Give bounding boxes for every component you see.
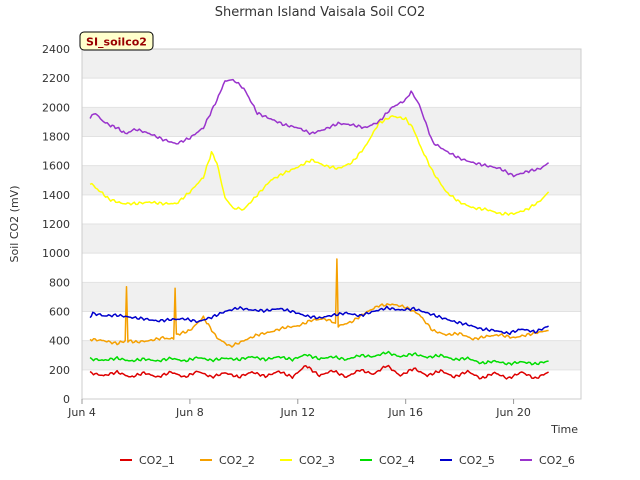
y-tick-label: 1800 (42, 131, 70, 144)
grid-band (82, 340, 581, 370)
legend-label: CO2_2 (219, 454, 255, 467)
x-tick-label: Jun 16 (387, 406, 423, 419)
series-line-co2-1 (89, 364, 549, 380)
y-tick-label: 1600 (42, 160, 70, 173)
grid-bands (82, 49, 581, 370)
y-tick-label: 2400 (42, 43, 70, 56)
chart-title: Sherman Island Vaisala Soil CO2 (215, 5, 425, 20)
site-label-box: SI_soilco2 (79, 31, 154, 51)
grid-band (82, 224, 581, 254)
x-tick-label: Jun 12 (279, 406, 315, 419)
series-line-co2-2 (89, 258, 549, 348)
series-line-co2-4 (89, 350, 549, 366)
series-line-co2-3 (89, 115, 550, 216)
y-tick-label: 600 (49, 306, 70, 319)
grid-band (82, 49, 581, 79)
legend: CO2_1 CO2_2 CO2_3 CO2_4 CO2_5 CO2_6 (120, 454, 575, 467)
y-tick-label: 0 (63, 393, 70, 406)
y-tick-label: 200 (49, 364, 70, 377)
grid-band (82, 282, 581, 312)
y-tick-label: 1000 (42, 247, 70, 260)
y-tick-label: 2200 (42, 72, 70, 85)
legend-label: CO2_5 (459, 454, 495, 467)
y-tick-label: 2000 (42, 101, 70, 114)
x-tick-label: Jun 8 (175, 406, 204, 419)
y-axis-label: Soil CO2 (mV) (8, 186, 21, 263)
x-axis-label: Time (550, 423, 578, 436)
grid-band (82, 107, 581, 137)
legend-label: CO2_4 (379, 454, 415, 467)
plot-frame (81, 48, 582, 400)
y-tick-label: 800 (49, 276, 70, 289)
grid-band (82, 165, 581, 195)
legend-label: CO2_1 (139, 454, 175, 467)
x-axis-ticks: Jun 4 Jun 8 Jun 12 Jun 16 Jun 20 (67, 399, 531, 419)
legend-label: CO2_3 (299, 454, 335, 467)
x-tick-label: Jun 20 (495, 406, 531, 419)
site-label-background (79, 31, 154, 51)
y-tick-label: 1400 (42, 189, 70, 202)
series-line-co2-5 (89, 305, 549, 336)
x-tick-label: Jun 4 (67, 406, 96, 419)
series-line-co2-6 (89, 78, 550, 178)
series-lines (89, 78, 550, 380)
legend-label: CO2_6 (539, 454, 575, 467)
y-axis-ticks: 0 200 400 600 800 1000 1200 1400 1600 1800 2000 220… (42, 43, 70, 406)
y-tick-label: 400 (49, 335, 70, 348)
y-tick-label: 1200 (42, 218, 70, 231)
site-label: SI_soilco2 (86, 36, 147, 49)
